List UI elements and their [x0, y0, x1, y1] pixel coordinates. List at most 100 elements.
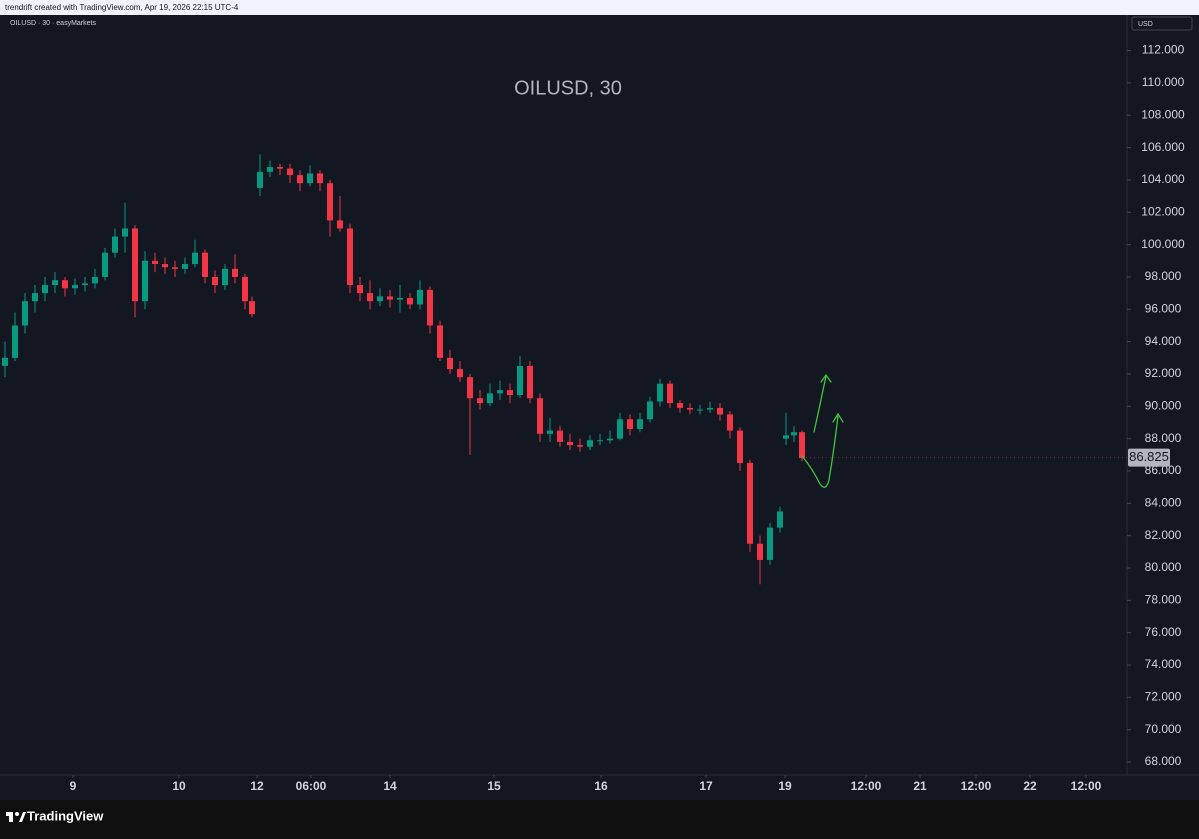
candle-body	[222, 268, 228, 286]
y-tick-label: 76.000	[1145, 625, 1182, 639]
drawn-arrow-head	[820, 373, 832, 383]
plot-area	[0, 15, 1127, 775]
candle-body	[627, 419, 633, 429]
candle-body	[457, 369, 463, 378]
candle-body	[347, 228, 353, 286]
candle-body	[417, 289, 423, 305]
candle-body	[407, 297, 413, 305]
y-tick-label: 110.000	[1142, 75, 1185, 89]
x-tick-label: 06:00	[296, 779, 327, 793]
candle-body	[22, 301, 28, 326]
x-tick-label: 10	[172, 779, 186, 793]
candle-body	[367, 293, 373, 302]
candle-body	[82, 283, 88, 286]
y-tick-label: 98.000	[1145, 269, 1182, 283]
candle-body	[427, 289, 433, 326]
candle-body	[467, 377, 473, 399]
candle-body	[477, 398, 483, 404]
x-tick-label: 12	[250, 779, 264, 793]
x-tick-label: 12:00	[1071, 779, 1102, 793]
candle-body	[647, 401, 653, 420]
x-tick-label: 17	[699, 779, 713, 793]
candle-body	[717, 407, 723, 415]
y-tick-label: 78.000	[1145, 593, 1182, 607]
candle-body	[777, 511, 783, 528]
currency-box	[1131, 16, 1193, 31]
candle-body	[232, 268, 238, 277]
y-tick-label: 100.000	[1141, 237, 1185, 251]
candle-body	[607, 438, 613, 441]
candle-body	[202, 252, 208, 277]
y-tick-label: 70.000	[1145, 722, 1182, 736]
candle-body	[727, 414, 733, 431]
drawn-arrow-head	[832, 412, 844, 423]
candle-body	[52, 280, 58, 286]
y-tick-label: 104.000	[1141, 172, 1185, 186]
candle-body	[497, 390, 503, 394]
y-tick-label: 82.000	[1145, 528, 1182, 542]
candle-body	[437, 325, 443, 358]
candle-body	[32, 293, 38, 302]
footer-bar	[0, 800, 1199, 834]
candle-body	[257, 171, 263, 189]
candle-body	[172, 267, 178, 269]
candle-body	[517, 365, 523, 395]
y-tick-label: 108.000	[1141, 107, 1185, 121]
candle-body	[567, 441, 573, 446]
y-tick-label: 88.000	[1145, 431, 1182, 445]
candle-body	[317, 173, 323, 184]
y-tick-label: 74.000	[1145, 657, 1182, 671]
drawn-arrow	[813, 375, 827, 433]
candle-body	[72, 285, 78, 289]
x-tick-label: 15	[487, 779, 501, 793]
candle-body	[12, 325, 18, 358]
candle-body	[297, 175, 303, 184]
candle-body	[327, 183, 333, 221]
candle-body	[637, 419, 643, 429]
candle-body	[162, 264, 168, 268]
candle-body	[707, 407, 713, 410]
candle-body	[142, 260, 148, 302]
candle-body	[182, 264, 188, 269]
logo-part	[9, 812, 13, 822]
candle-body	[62, 280, 68, 289]
candle-body	[249, 301, 255, 315]
candle-body	[212, 276, 218, 286]
x-tick-label: 12:00	[851, 779, 882, 793]
candle-body	[617, 419, 623, 439]
symbol-info: OILUSD · 30 · easyMarkets	[10, 20, 96, 27]
candle-body	[547, 430, 553, 434]
price-axis	[1127, 15, 1199, 775]
y-tick-label: 72.000	[1145, 690, 1182, 704]
candle-body	[2, 357, 8, 366]
candle-body	[587, 440, 593, 447]
candle-body	[657, 383, 663, 402]
candle-body	[697, 409, 703, 411]
candle-body	[757, 543, 763, 560]
candle-body	[687, 407, 693, 410]
drawn-arrow	[801, 415, 839, 488]
candle-body	[377, 296, 383, 302]
drawing-arrows	[801, 373, 844, 488]
candle-body	[747, 462, 753, 544]
y-tick-label: 92.000	[1145, 366, 1182, 380]
last-price-box	[1128, 448, 1170, 467]
footer-brand: TradingView	[27, 808, 104, 823]
y-tick-label: 80.000	[1145, 560, 1182, 574]
candle-body	[527, 365, 533, 399]
candle-body	[42, 285, 48, 294]
candle-body	[152, 260, 158, 265]
y-tick-label: 102.000	[1141, 204, 1185, 218]
last-price-label: 86.825	[1129, 449, 1169, 464]
candle-body	[791, 432, 797, 436]
x-tick-label: 19	[778, 779, 792, 793]
currency: USD	[1138, 21, 1153, 28]
x-tick-label: 9	[70, 779, 77, 793]
candle-body	[267, 167, 273, 172]
x-tick-label: 14	[383, 779, 397, 793]
y-tick-label: 90.000	[1145, 398, 1182, 412]
candle-body	[307, 173, 313, 184]
candle-body	[783, 435, 789, 439]
candle-body	[112, 236, 118, 253]
